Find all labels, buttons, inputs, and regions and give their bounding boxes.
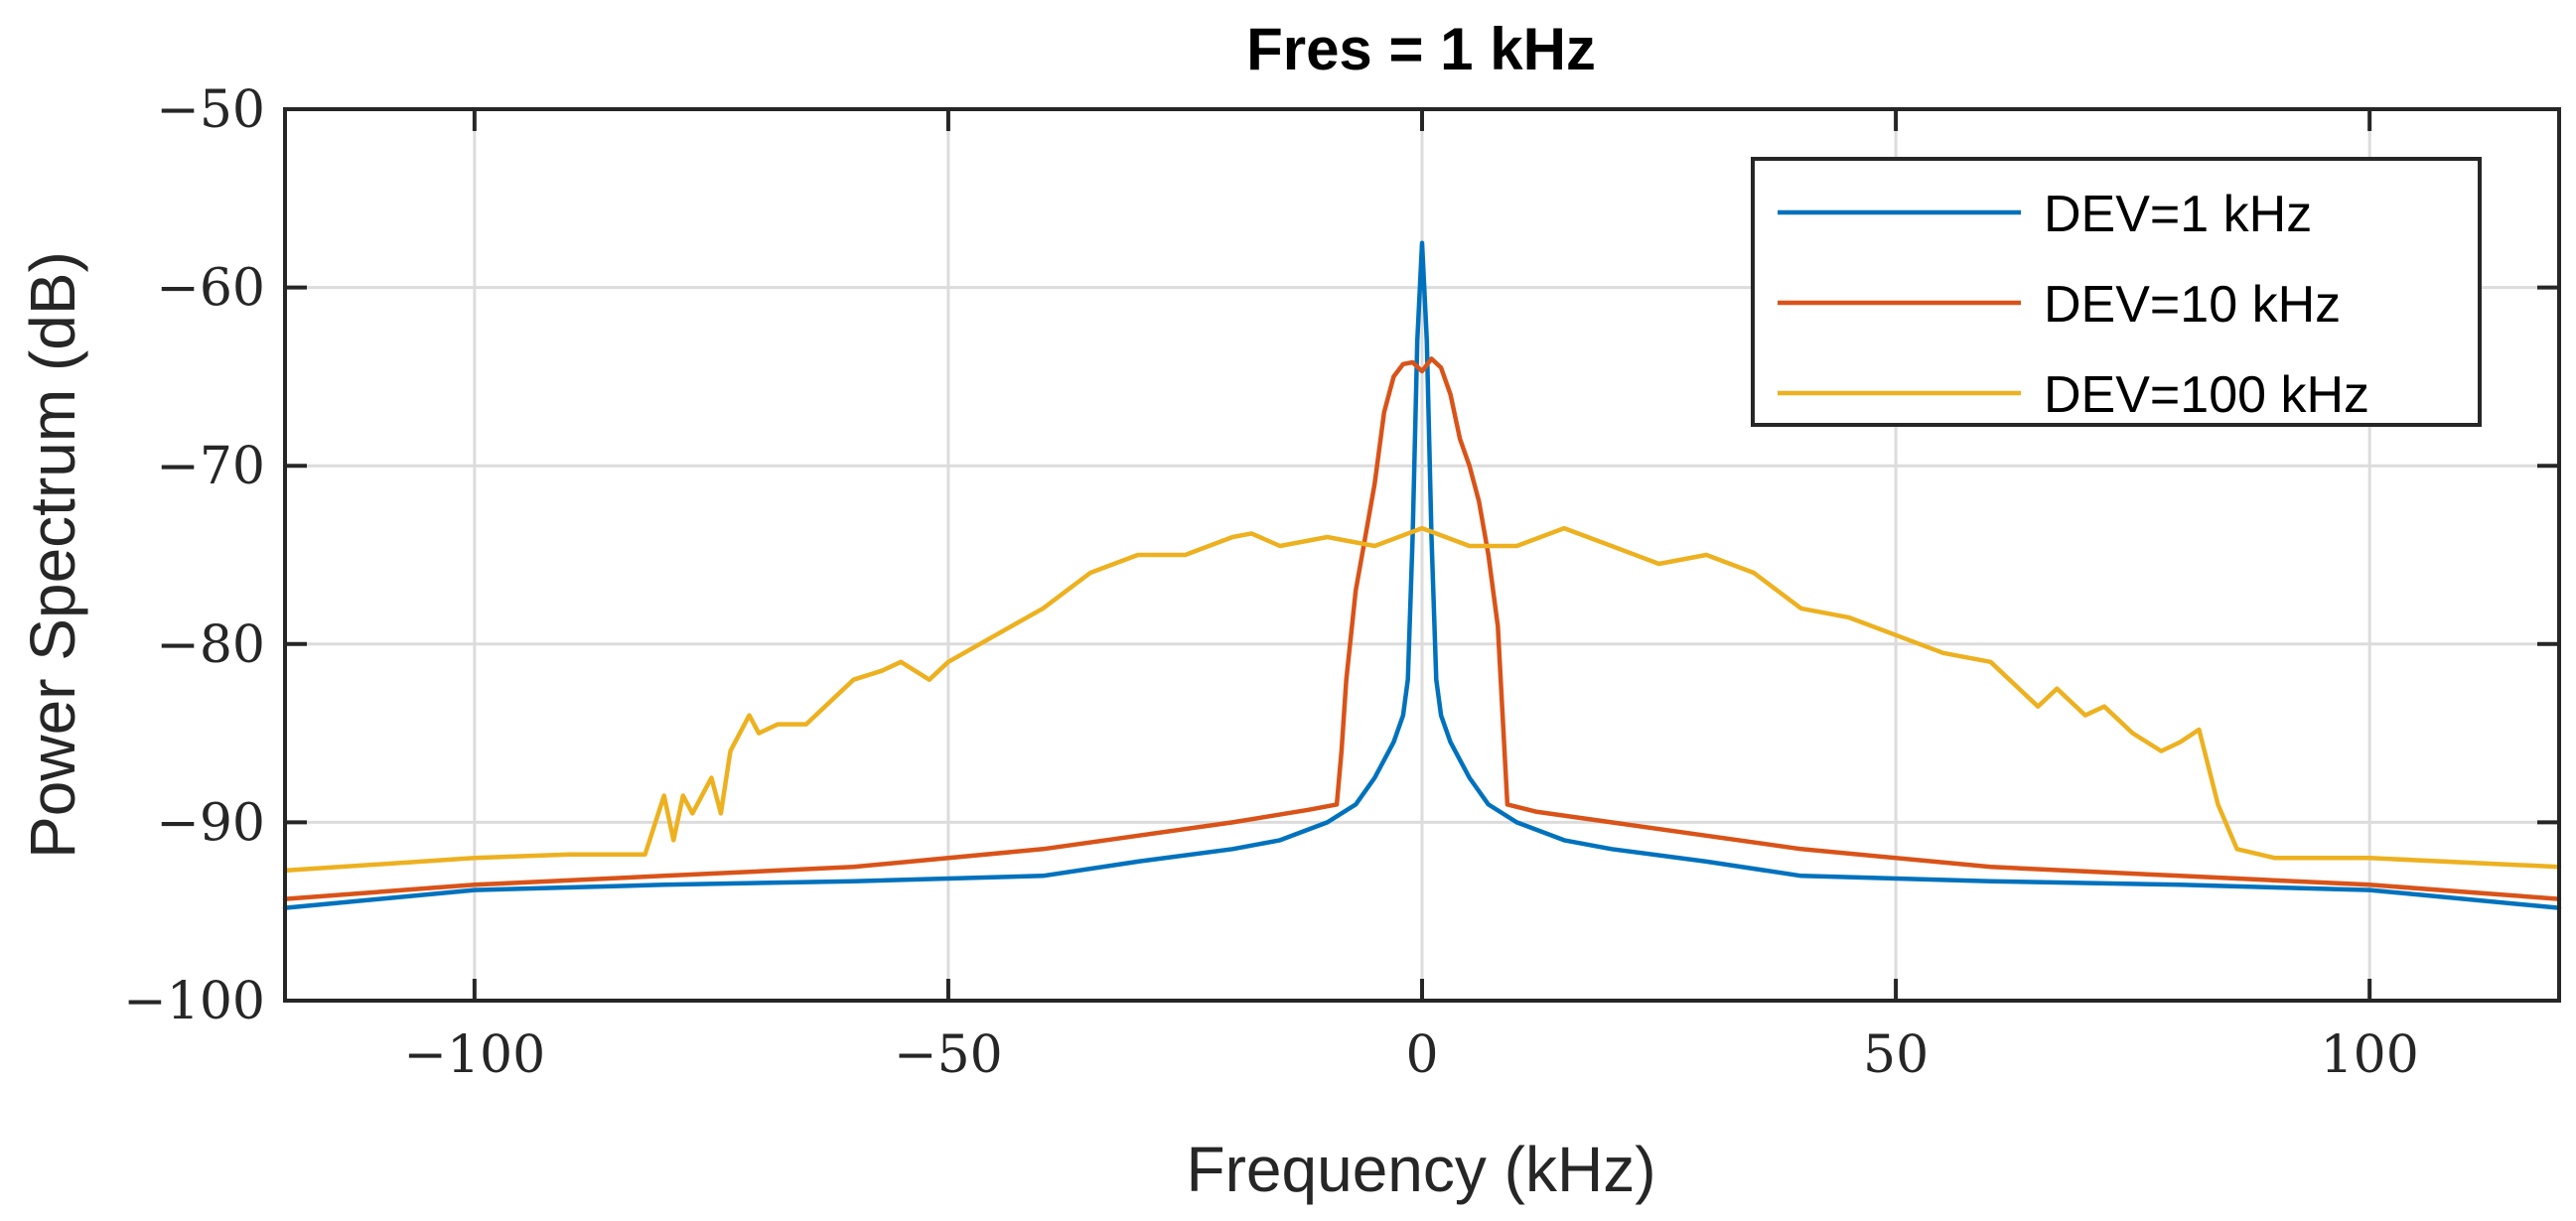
series-line-3 (282, 525, 2562, 874)
y-tick-label: −60 (156, 259, 265, 319)
y-tick-label: −80 (156, 615, 265, 675)
y-axis-label: Power Spectrum (dB) (17, 251, 88, 859)
x-tick-label: 50 (1863, 1025, 1929, 1085)
series-lines (282, 240, 2562, 910)
legend-label-2: DEV=10 kHz (2044, 276, 2341, 334)
x-axis-label: Frequency (kHz) (1187, 1134, 1656, 1205)
legend-label-1: DEV=1 kHz (2044, 186, 2312, 243)
y-tick-label: −70 (156, 437, 265, 496)
y-tick-label: −50 (156, 80, 265, 140)
legend: DEV=1 kHz DEV=10 kHz DEV=100 kHz (1751, 157, 2482, 427)
y-tick-label: −100 (123, 972, 265, 1031)
x-tick-label: −100 (403, 1025, 545, 1085)
series-line-1 (282, 240, 2562, 910)
x-tick-label: 0 (1405, 1025, 1438, 1085)
x-tick-label: 100 (2321, 1025, 2419, 1085)
x-tick-label: −50 (894, 1025, 1003, 1085)
legend-label-3: DEV=100 kHz (2044, 366, 2369, 424)
legend-box (1751, 157, 2482, 427)
chart-title: Fres = 1 kHz (1246, 16, 1596, 82)
y-tick-label: −90 (156, 793, 265, 853)
series-line-2 (282, 356, 2562, 901)
axis-ticks: −100 −50 0 50 100 −100 −90 −80 −70 −60 −50 (123, 80, 2559, 1085)
